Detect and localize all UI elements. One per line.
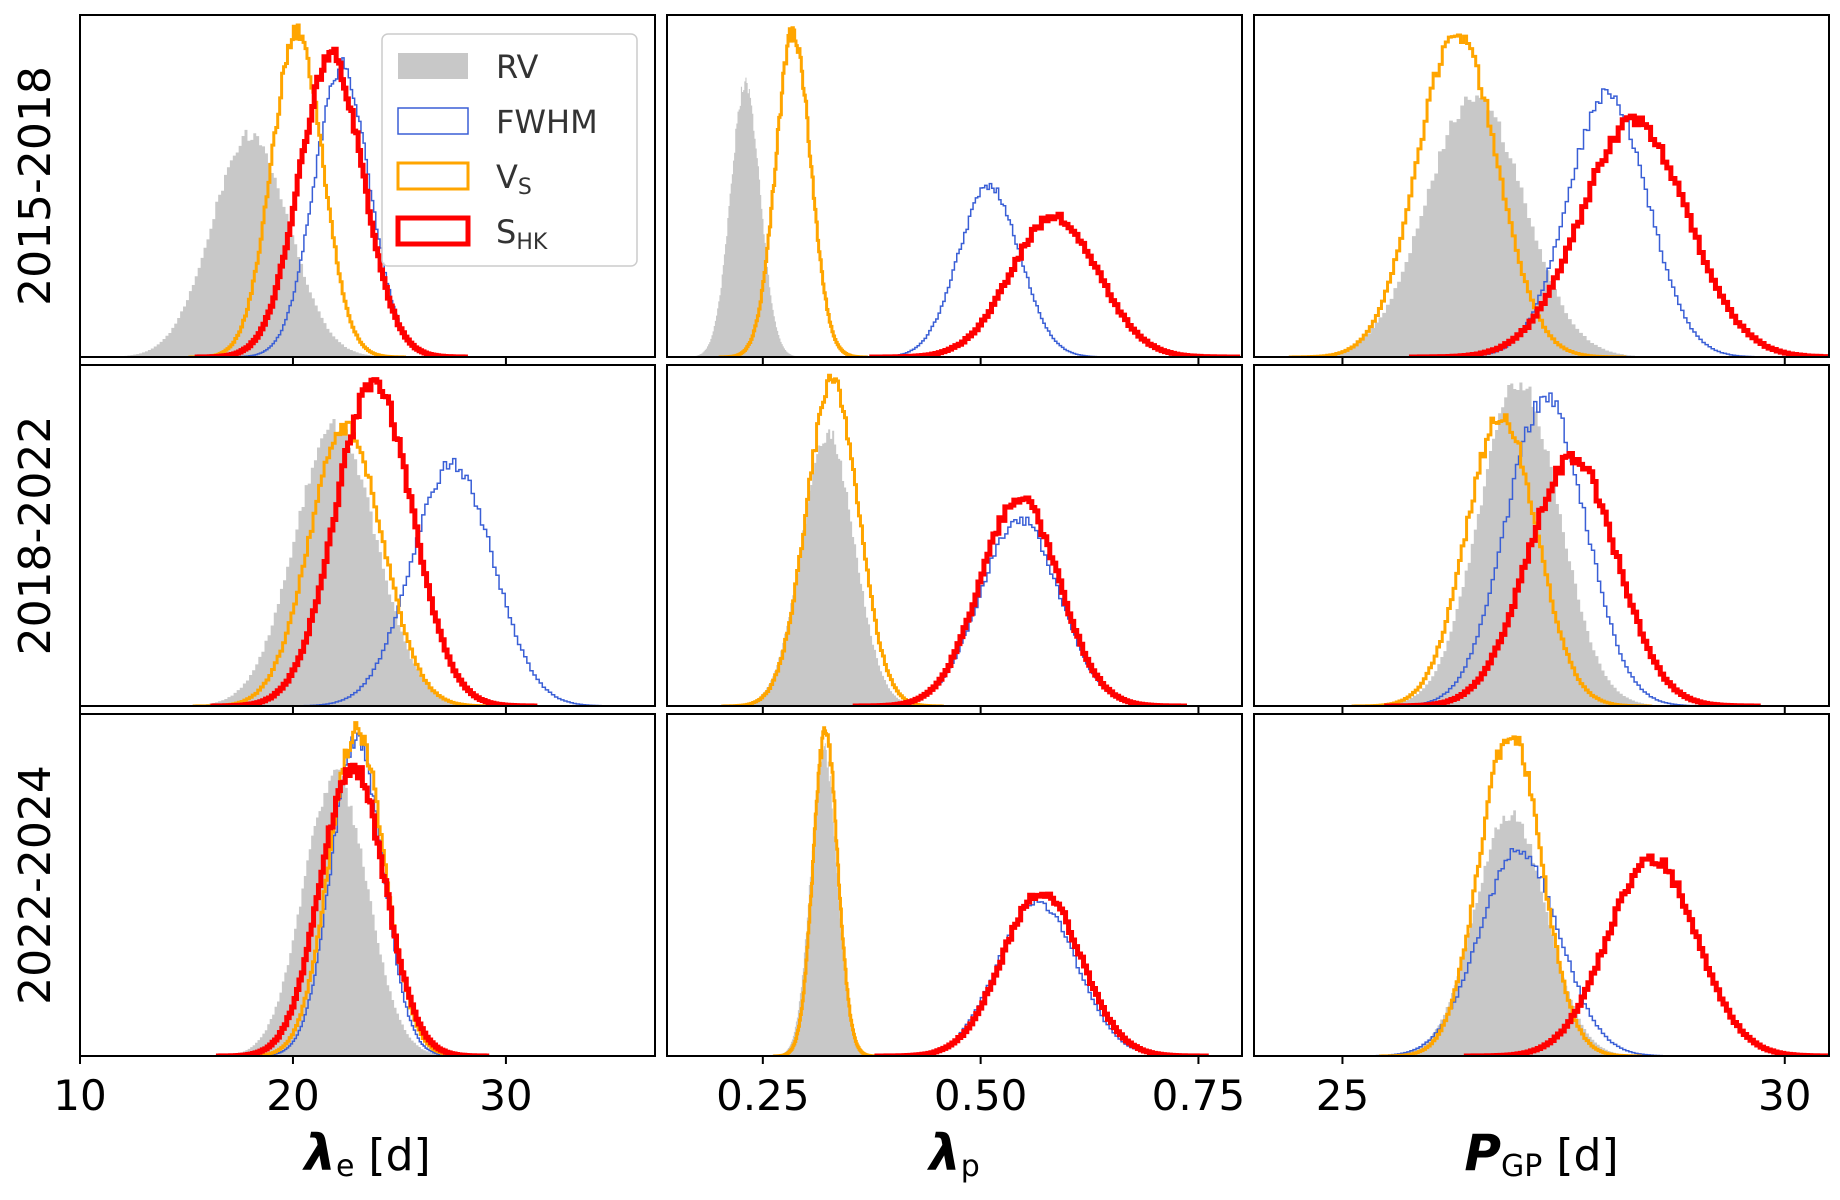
row-label: 2018-2022 (10, 416, 61, 656)
hist-vs-r0-c0 (188, 23, 407, 357)
tick-labels: 10 20 30 0.25 0.50 0.75 25 30 (53, 1071, 1811, 1120)
legend-label-rv: RV (496, 48, 538, 86)
axis-labels: λe [d] λp PGP [d] (301, 1124, 1618, 1184)
x-tick-label: 30 (1758, 1071, 1811, 1120)
hist-vs-r1-c1 (721, 373, 944, 706)
hist-shk-r1-c0 (210, 377, 538, 706)
x-axis-label-P_GP: PGP [d] (1464, 1124, 1618, 1184)
hist-shk-r1-c2 (1384, 450, 1761, 706)
panel-histograms (1270, 33, 1829, 357)
hist-shk-r0-c0 (194, 46, 468, 357)
panel-frame (79, 14, 656, 358)
panel-frame (79, 713, 656, 1057)
panel-r0-c2 (1253, 14, 1830, 365)
legend-label-shk: SHK (496, 213, 548, 255)
panel-r1-c2 (1253, 364, 1830, 714)
x-axis-label-lambda_p: λp (926, 1124, 980, 1184)
panel-frame (666, 713, 1243, 1057)
hist-shk-r2-c0 (215, 762, 490, 1056)
hist-rv-r0-c1 (683, 77, 808, 357)
panel-grid (79, 14, 1830, 1064)
legend-handle-rv (398, 53, 468, 79)
hist-vs-r2-c2 (1379, 735, 1643, 1056)
panel-r1-c1 (666, 364, 1243, 714)
panel-r0-c1 (666, 14, 1243, 365)
x-axis-label-lambda_e: λe [d] (301, 1124, 430, 1184)
hist-vs-r1-c0 (192, 420, 500, 706)
hist-vs-r2-c1 (772, 726, 879, 1056)
hist-rv-r1-c0 (165, 418, 506, 706)
panel-frame (79, 364, 656, 707)
hist-fwhm-r0-c1 (860, 182, 1119, 357)
panel-histograms (1351, 382, 1761, 706)
panel-r2-c1 (666, 713, 1243, 1064)
hist-fwhm-r2-c2 (1351, 848, 1688, 1056)
panel-r1-c0 (79, 364, 656, 714)
hist-fwhm-r2-c0 (248, 732, 465, 1056)
x-tick-label: 0.50 (934, 1071, 1028, 1120)
x-tick-label: 30 (479, 1071, 532, 1120)
legend: RV FWHM VS SHK (381, 33, 638, 267)
hist-shk-r2-c2 (1463, 853, 1829, 1056)
hist-fwhm-r1-c2 (1377, 392, 1714, 706)
x-tick-label: 20 (266, 1071, 319, 1120)
panel-histograms (1351, 735, 1829, 1056)
hist-fwhm-r1-c0 (281, 457, 624, 706)
panel-histograms (768, 726, 1209, 1056)
hist-shk-r0-c1 (869, 211, 1241, 357)
legend-handle-fwhm (397, 107, 469, 135)
x-tick-label: 0.75 (1152, 1071, 1246, 1120)
hist-vs-r1-c2 (1351, 413, 1652, 706)
hist-rv-r1-c1 (718, 429, 938, 706)
x-tick-label: 10 (53, 1071, 106, 1120)
x-tick-label: 25 (1316, 1071, 1369, 1120)
panel-frame (1253, 364, 1830, 707)
legend-handle-vs (396, 161, 470, 191)
panel-histograms (201, 721, 490, 1056)
x-tick-label: 0.25 (716, 1071, 810, 1120)
panel-histograms (89, 23, 468, 357)
panel-histograms (165, 377, 624, 706)
hist-rv-r2-c1 (768, 743, 879, 1056)
hist-shk-r1-c1 (852, 495, 1187, 706)
panel-histograms (683, 26, 1241, 357)
legend-label-fwhm: FWHM (496, 103, 598, 141)
panel-histograms (718, 373, 1187, 706)
hist-vs-r2-c0 (239, 721, 475, 1056)
hist-rv-r0-c2 (1270, 95, 1680, 357)
panel-frame (1253, 14, 1830, 358)
row-label: 2015-2018 (10, 66, 61, 306)
row-labels: 2015-2018 2018-2022 2022-2024 (10, 66, 61, 1005)
hist-rv-r0-c0 (89, 129, 412, 357)
panel-frame (666, 14, 1243, 358)
hist-shk-r2-c1 (874, 891, 1209, 1056)
legend-label-vs: VS (496, 158, 532, 200)
row-label: 2022-2024 (10, 765, 61, 1005)
hist-vs-r0-c1 (718, 26, 869, 357)
panel-r0-c0 (79, 14, 656, 365)
panel-r2-c0 (79, 713, 656, 1064)
hist-vs-r0-c2 (1288, 33, 1627, 357)
hist-rv-r2-c0 (201, 769, 470, 1056)
hist-rv-r2-c2 (1361, 810, 1660, 1056)
legend-box (381, 33, 638, 267)
hist-shk-r0-c2 (1408, 113, 1829, 357)
panel-frame (666, 364, 1243, 707)
panel-r2-c2 (1253, 713, 1830, 1064)
legend-handle-shk (395, 215, 471, 247)
hist-rv-r1-c2 (1352, 382, 1687, 706)
panel-frame (1253, 713, 1830, 1057)
